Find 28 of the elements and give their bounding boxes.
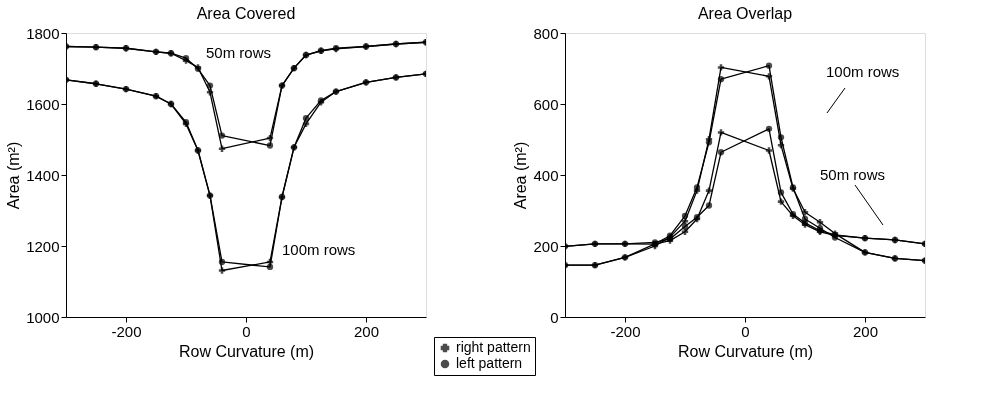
x-tick-label: 200 [852,322,879,340]
y-tick-label: 800 [533,24,559,42]
x-axis-title: Row Curvature (m) [178,342,315,360]
legend-label: left pattern [456,355,523,371]
legend-label: right pattern [456,339,531,355]
y-axis-title: Area (m²) [512,141,530,210]
y-axis-title: Area (m²) [5,141,23,210]
annotation: 50m rows [206,44,272,61]
y-tick-label: 200 [533,237,559,255]
annotation: 50m rows [820,166,886,183]
annotation: 100m rows [282,241,356,258]
chart-title: Area Overlap [697,5,793,22]
y-tick-label: 600 [533,95,559,113]
annotation: 100m rows [826,63,900,80]
y-tick-label: 1800 [26,24,60,42]
x-tick-label: 0 [741,322,750,340]
x-axis-title: Row Curvature (m) [677,342,814,360]
x-tick-label: -200 [111,322,142,340]
x-tick-label: 0 [242,322,251,340]
y-tick-label: 400 [533,166,559,184]
x-tick-label: -200 [610,322,641,340]
x-tick-label: 200 [353,322,380,340]
chart-title: Area Covered [196,5,296,22]
y-tick-label: 0 [550,308,559,326]
y-tick-label: 1400 [26,166,60,184]
y-tick-label: 1000 [26,308,60,326]
y-tick-label: 1200 [26,237,60,255]
y-tick-label: 1600 [26,95,60,113]
